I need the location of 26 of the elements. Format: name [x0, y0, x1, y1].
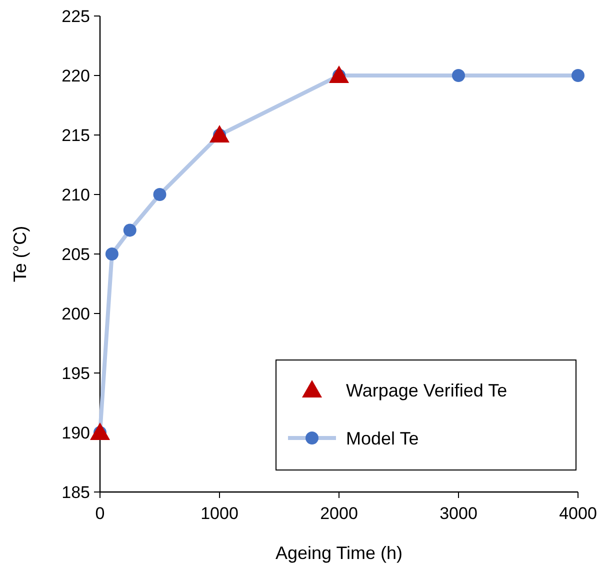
point: [105, 248, 118, 260]
point: [153, 188, 166, 201]
x-tick-label: 0: [95, 504, 105, 523]
point: [329, 66, 349, 83]
point: [90, 422, 110, 440]
legend-label: Model Te: [346, 428, 419, 448]
y-tick-label: 190: [62, 423, 90, 442]
point: [452, 69, 465, 82]
point: [572, 69, 584, 82]
y-tick-label: 215: [62, 126, 90, 145]
x-tick-label: 2000: [320, 504, 358, 523]
y-tick-label: 220: [62, 66, 90, 86]
x-tick-label: 3000: [440, 504, 478, 523]
x-tick-label: 1000: [200, 504, 238, 523]
y-tick-label: 210: [62, 185, 90, 204]
y-axis-title: Te (°C): [10, 226, 30, 282]
y-tick-label: 200: [62, 304, 90, 324]
y-tick-label: 185: [62, 482, 90, 502]
y-tick-label: 205: [62, 244, 90, 264]
y-tick-label: 195: [62, 364, 90, 383]
y-tick-label: 225: [62, 6, 90, 26]
x-axis-title: Ageing Time (h): [275, 543, 403, 563]
x-tick-label: 4000: [559, 504, 597, 523]
point: [210, 125, 230, 142]
legend-label: Warpage Verified Te: [346, 380, 508, 400]
point: [123, 224, 136, 237]
